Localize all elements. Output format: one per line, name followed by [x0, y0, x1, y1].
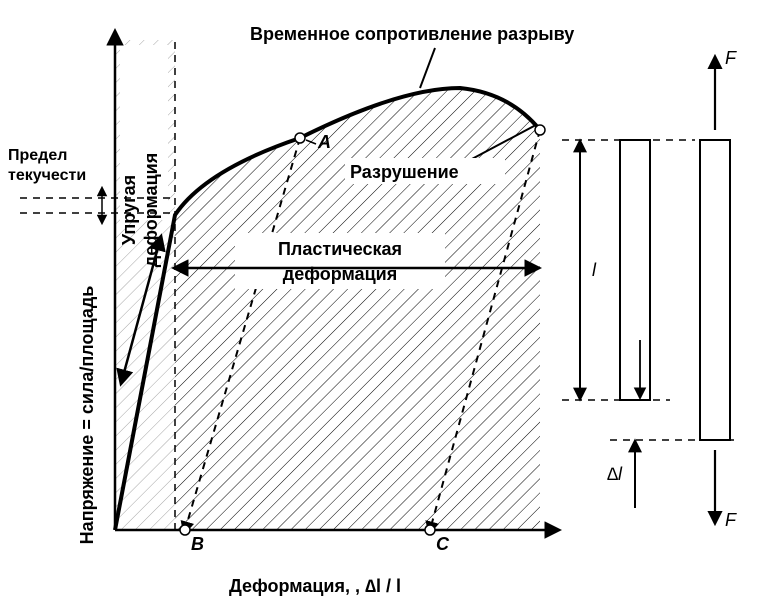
- label-l: l: [592, 260, 597, 280]
- label-dl: ∆l: [607, 464, 623, 484]
- specimen-original: [620, 140, 650, 400]
- label-A: A: [317, 132, 331, 152]
- yield-label-2: текучести: [8, 167, 86, 184]
- uts-label: Временное сопротивление разрыву: [250, 24, 574, 44]
- plastic-hatch: [175, 88, 540, 530]
- elastic-label-2: деформация: [141, 153, 161, 267]
- label-F-bot: F: [725, 510, 737, 530]
- yield-label-1: Предел: [8, 147, 67, 164]
- plastic-label-1: Пластическая: [278, 239, 402, 259]
- fracture-label: Разрушение: [350, 162, 459, 182]
- label-C: C: [436, 534, 450, 554]
- point-marker: [425, 525, 435, 535]
- point-marker: [535, 125, 545, 135]
- y-axis-label: Напряжение = сила/площадь: [77, 286, 97, 545]
- label-F-top: F: [725, 48, 737, 68]
- point-marker: [180, 525, 190, 535]
- point-marker: [295, 133, 305, 143]
- specimen-stretched: [700, 140, 730, 440]
- x-axis-label: Деформация, , ∆l / l: [229, 576, 401, 596]
- elastic-label-1: Упругая: [119, 175, 139, 245]
- uts-leader: [420, 48, 435, 88]
- label-B: B: [191, 534, 204, 554]
- plastic-label-2: деформация: [283, 264, 397, 284]
